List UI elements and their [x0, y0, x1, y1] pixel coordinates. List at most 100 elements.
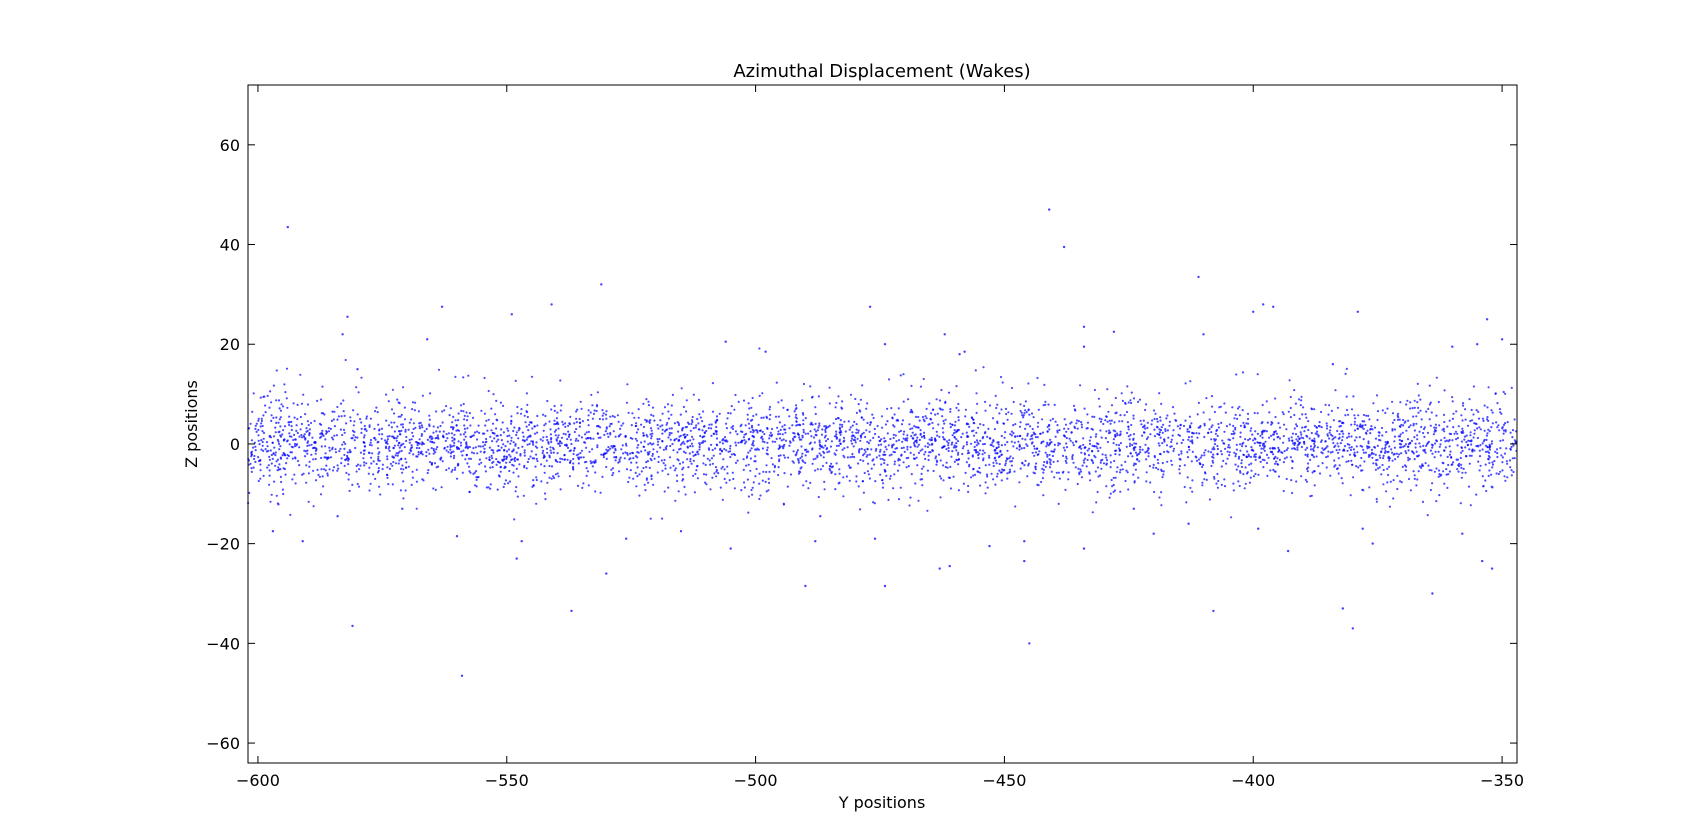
- data-point: [1188, 448, 1191, 451]
- data-point: [1415, 484, 1418, 487]
- data-point: [1082, 345, 1086, 348]
- data-point: [942, 419, 945, 423]
- data-point: [1461, 471, 1464, 474]
- data-point: [1223, 402, 1226, 405]
- data-point: [395, 437, 398, 440]
- data-point: [300, 436, 303, 439]
- data-point: [325, 464, 328, 467]
- data-point: [818, 424, 821, 427]
- data-point: [1300, 475, 1303, 478]
- data-point: [1075, 440, 1078, 443]
- data-point: [1305, 480, 1309, 483]
- data-point: [934, 455, 938, 458]
- data-point: [1046, 425, 1049, 428]
- data-point: [1418, 430, 1421, 433]
- data-point: [381, 433, 384, 436]
- data-point: [1185, 501, 1188, 504]
- data-point: [751, 441, 755, 445]
- data-point: [996, 472, 999, 475]
- data-point: [824, 439, 828, 443]
- data-point: [715, 433, 718, 436]
- data-point: [387, 400, 390, 403]
- data-point: [976, 402, 979, 405]
- data-point: [1510, 445, 1513, 449]
- data-point: [862, 491, 866, 494]
- data-point: [1113, 421, 1116, 424]
- data-point: [402, 497, 405, 500]
- data-point: [1126, 385, 1129, 388]
- data-point: [1448, 419, 1451, 422]
- data-point: [1465, 434, 1468, 437]
- data-point: [1428, 469, 1431, 472]
- data-point: [1000, 434, 1003, 438]
- data-point: [304, 450, 307, 453]
- data-point: [1033, 445, 1036, 448]
- data-point: [1105, 456, 1108, 459]
- data-point: [651, 432, 654, 435]
- data-point: [884, 445, 887, 448]
- data-point: [778, 446, 781, 449]
- data-point: [486, 429, 489, 432]
- data-point: [1351, 627, 1355, 630]
- data-point: [1132, 438, 1135, 441]
- data-point: [887, 498, 890, 501]
- data-point: [320, 445, 323, 448]
- data-point: [549, 446, 552, 449]
- data-point: [296, 403, 299, 406]
- data-point: [909, 446, 912, 449]
- data-point: [941, 415, 944, 418]
- data-point: [880, 463, 883, 466]
- data-point: [328, 449, 331, 452]
- data-point: [1371, 542, 1374, 545]
- data-point: [744, 424, 747, 427]
- data-point: [950, 443, 953, 446]
- data-point: [819, 444, 822, 447]
- data-point: [1504, 479, 1507, 482]
- data-point: [1361, 488, 1364, 491]
- data-point: [446, 445, 449, 448]
- data-point: [1509, 466, 1512, 469]
- data-point: [647, 443, 650, 446]
- data-point: [751, 486, 754, 489]
- data-point: [544, 498, 547, 501]
- data-point: [1448, 453, 1451, 456]
- data-point: [508, 469, 511, 473]
- data-point: [325, 432, 328, 435]
- data-point: [1137, 452, 1141, 455]
- data-point: [728, 479, 731, 482]
- data-point: [1478, 449, 1481, 452]
- data-point: [1405, 403, 1408, 406]
- data-point: [455, 477, 459, 480]
- data-point: [423, 430, 426, 433]
- data-point: [1414, 442, 1417, 445]
- data-point: [1114, 453, 1117, 456]
- data-point: [698, 413, 701, 416]
- data-point: [1309, 458, 1312, 461]
- data-point: [1162, 473, 1165, 476]
- data-point: [1323, 447, 1327, 450]
- data-point: [352, 409, 355, 412]
- data-point: [336, 418, 339, 421]
- data-point: [1501, 439, 1505, 442]
- data-point: [777, 433, 780, 436]
- data-point: [578, 417, 581, 421]
- data-point: [1260, 447, 1263, 450]
- data-point: [801, 434, 804, 437]
- data-point: [835, 462, 838, 465]
- data-point: [379, 493, 382, 496]
- data-point: [1397, 435, 1400, 438]
- data-point: [881, 486, 885, 489]
- data-point: [492, 460, 495, 463]
- data-point: [415, 507, 418, 510]
- data-point: [1211, 448, 1214, 451]
- data-point: [1450, 456, 1453, 459]
- data-point: [1126, 431, 1129, 435]
- data-point: [463, 424, 466, 427]
- data-point: [802, 431, 805, 434]
- data-point: [369, 438, 373, 442]
- data-point: [1500, 412, 1503, 415]
- data-point: [548, 464, 551, 468]
- data-point: [1108, 419, 1111, 422]
- data-point: [857, 429, 860, 432]
- data-point: [766, 446, 769, 449]
